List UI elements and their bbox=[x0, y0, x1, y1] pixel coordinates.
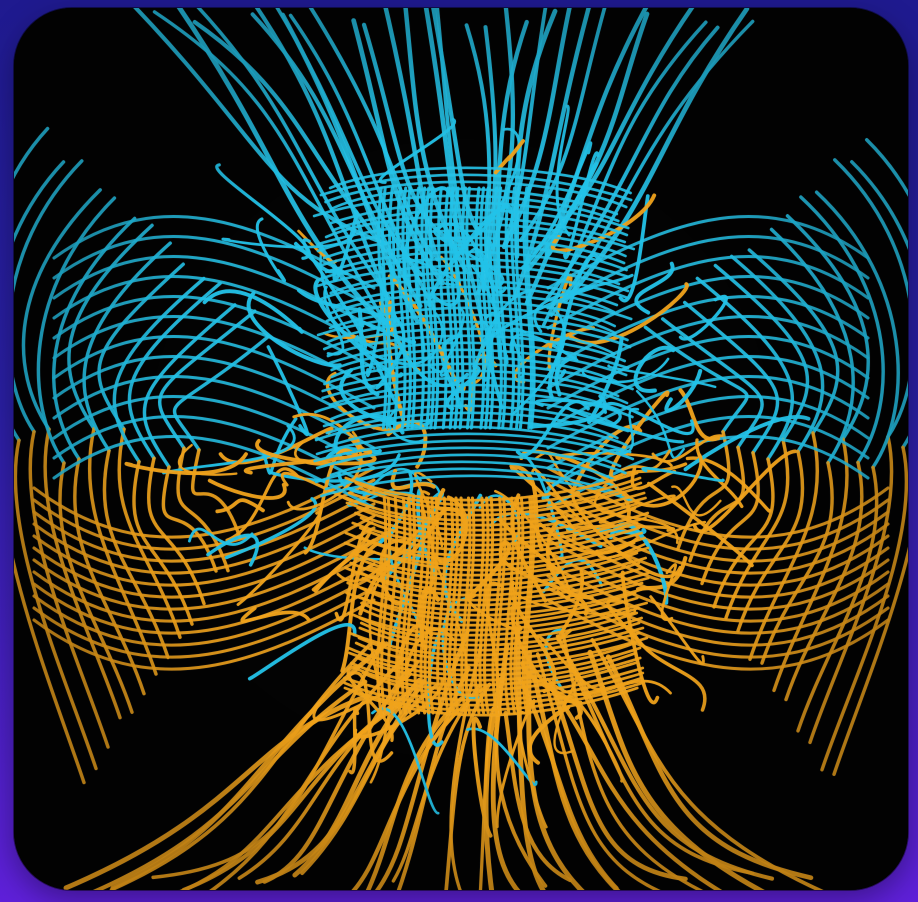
vignette bbox=[14, 8, 908, 890]
magnetic-field-lines-image bbox=[14, 8, 908, 890]
visualization-panel bbox=[14, 8, 908, 890]
